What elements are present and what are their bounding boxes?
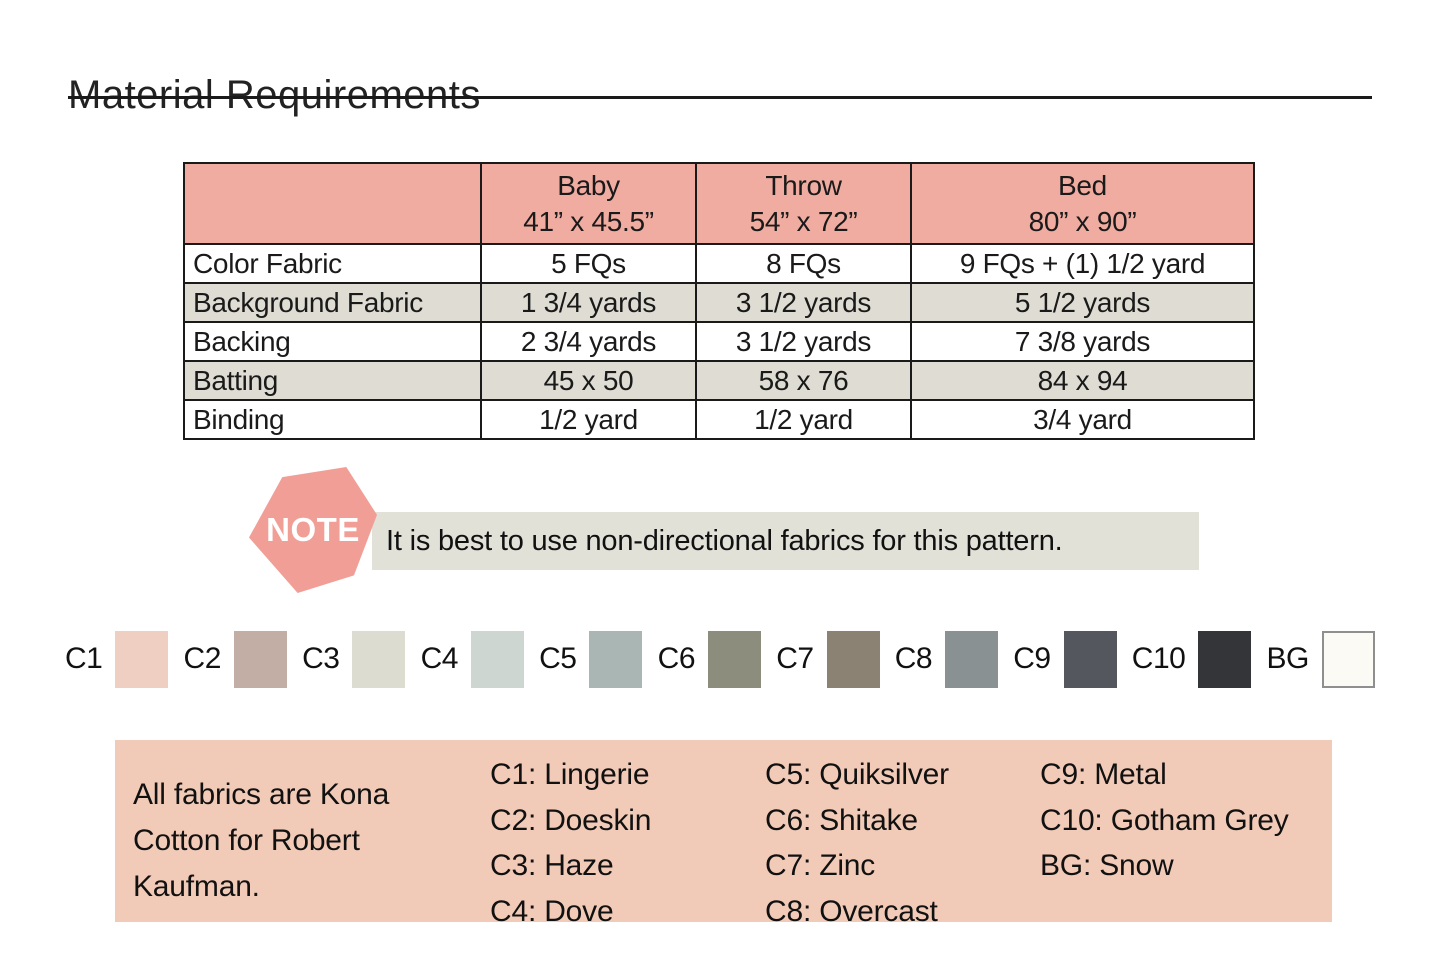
cell-throw: 8 FQs <box>695 243 912 284</box>
note-badge-label: NOTE <box>266 511 360 548</box>
row-label: Batting <box>183 360 482 401</box>
cell-throw: 3 1/2 yards <box>695 321 912 362</box>
legend-item: C2: Doeskin <box>490 803 652 837</box>
table-row: Binding 1/2 yard 1/2 yard 3/4 yard <box>183 399 1255 440</box>
swatch-item-c1: C1 <box>65 630 169 688</box>
fabric-legend-box: All fabrics are Kona Cotton for Robert K… <box>115 740 1332 928</box>
swatch-item-c3: C3 <box>302 630 406 688</box>
swatch-label: C3 <box>302 642 340 675</box>
legend-item: C7: Zinc <box>765 849 876 882</box>
legend-column-3: C9: Metal C10: Gotham Grey BG: Snow <box>1040 752 1289 889</box>
table-header-row: Baby 41” x 45.5” Throw 54” x 72” Bed 80”… <box>183 162 1255 245</box>
color-swatch <box>115 630 169 688</box>
header-bed-size: 80” x 90” <box>1028 205 1137 237</box>
page-title: Material Requirements <box>68 72 481 117</box>
cell-bed: 5 1/2 yards <box>910 282 1255 323</box>
color-swatch <box>826 630 880 688</box>
header-throw-size: 54” x 72” <box>749 205 858 237</box>
cell-bed: 9 FQs + (1) 1/2 yard <box>910 243 1255 284</box>
table-row: Batting 45 x 50 58 x 76 84 x 94 <box>183 360 1255 401</box>
row-label: Background Fabric <box>183 282 482 323</box>
note-badge: NOTE <box>249 467 377 593</box>
swatch-label: C9 <box>1013 642 1051 675</box>
swatch-label: C2 <box>183 642 222 675</box>
legend-item: BG: Snow <box>1040 849 1174 882</box>
cell-baby: 5 FQs <box>480 243 697 284</box>
color-swatch <box>1198 630 1252 688</box>
table-row: Backing 2 3/4 yards 3 1/2 yards 7 3/8 ya… <box>183 321 1255 362</box>
swatch-item-c8: C8 <box>894 630 999 688</box>
header-baby-size: 41” x 45.5” <box>523 205 654 237</box>
cell-baby: 45 x 50 <box>480 360 697 401</box>
cell-bed: 3/4 yard <box>910 399 1255 440</box>
color-swatch <box>945 630 999 688</box>
swatch-label: C8 <box>894 642 933 675</box>
swatch-label: C5 <box>539 642 577 675</box>
swatch-item-bg: BG <box>1266 630 1375 688</box>
cell-bed: 7 3/8 yards <box>910 321 1255 362</box>
legend-item: C3: Haze <box>490 849 614 882</box>
row-label: Color Fabric <box>183 243 482 284</box>
table-row: Background Fabric 1 3/4 yards 3 1/2 yard… <box>183 282 1255 323</box>
row-label: Backing <box>183 321 482 362</box>
cell-baby: 1/2 yard <box>480 399 697 440</box>
color-swatch-strip: C1 C2 C3 C4 C5 C6 C7 C8 <box>65 630 1375 688</box>
legend-item: C6: Shitake <box>765 803 918 837</box>
legend-item: C4: Dove <box>490 894 614 928</box>
color-swatch <box>708 630 762 688</box>
material-requirements-table: Baby 41” x 45.5” Throw 54” x 72” Bed 80”… <box>183 162 1255 440</box>
row-label: Binding <box>183 399 482 440</box>
cell-throw: 1/2 yard <box>695 399 912 440</box>
header-bed: Bed 80” x 90” <box>910 162 1255 245</box>
cell-baby: 2 3/4 yards <box>480 321 697 362</box>
legend-item: C8: Overcast <box>765 894 938 928</box>
legend-column-2: C5: Quiksilver C6: Shitake C7: Zinc C8: … <box>765 752 949 934</box>
legend-intro-text: All fabrics are Kona Cotton for Robert K… <box>133 778 390 903</box>
swatch-label: C6 <box>657 642 696 675</box>
color-swatch <box>470 630 524 688</box>
header-empty-cell <box>183 162 482 245</box>
color-swatch <box>352 630 406 688</box>
legend-item: C9: Metal <box>1040 758 1167 791</box>
swatch-label: C4 <box>420 642 459 675</box>
swatch-item-c7: C7 <box>776 630 880 688</box>
swatch-label: C7 <box>776 642 814 675</box>
note-text-bar: It is best to use non-directional fabric… <box>372 512 1199 570</box>
header-throw-name: Throw <box>765 169 842 201</box>
cell-bed: 84 x 94 <box>910 360 1255 401</box>
legend-column-1: C1: Lingerie C2: Doeskin C3: Haze C4: Do… <box>490 752 651 934</box>
header-baby: Baby 41” x 45.5” <box>480 162 697 245</box>
color-swatch <box>1321 630 1375 688</box>
header-throw: Throw 54” x 72” <box>695 162 912 245</box>
color-swatch <box>233 630 287 688</box>
swatch-item-c6: C6 <box>657 630 762 688</box>
swatch-label: C10 <box>1131 642 1186 675</box>
table-row: Color Fabric 5 FQs 8 FQs 9 FQs + (1) 1/2… <box>183 243 1255 284</box>
legend-item: C1: Lingerie <box>490 758 650 791</box>
swatch-item-c4: C4 <box>420 630 524 688</box>
cell-baby: 1 3/4 yards <box>480 282 697 323</box>
swatch-label: C1 <box>65 642 103 675</box>
swatch-item-c5: C5 <box>539 630 643 688</box>
swatch-label: BG <box>1266 642 1310 675</box>
header-bed-name: Bed <box>1058 169 1107 201</box>
swatch-item-c9: C9 <box>1013 630 1117 688</box>
color-swatch <box>589 630 643 688</box>
header-baby-name: Baby <box>557 169 620 201</box>
cell-throw: 58 x 76 <box>695 360 912 401</box>
swatch-item-c2: C2 <box>183 630 287 688</box>
swatch-item-c10: C10 <box>1131 630 1252 688</box>
note-text: It is best to use non-directional fabric… <box>386 524 1063 557</box>
color-swatch <box>1063 630 1117 688</box>
title-underline <box>68 96 1372 99</box>
legend-item: C5: Quiksilver <box>765 758 949 791</box>
legend-item: C10: Gotham Grey <box>1040 803 1289 837</box>
cell-throw: 3 1/2 yards <box>695 282 912 323</box>
